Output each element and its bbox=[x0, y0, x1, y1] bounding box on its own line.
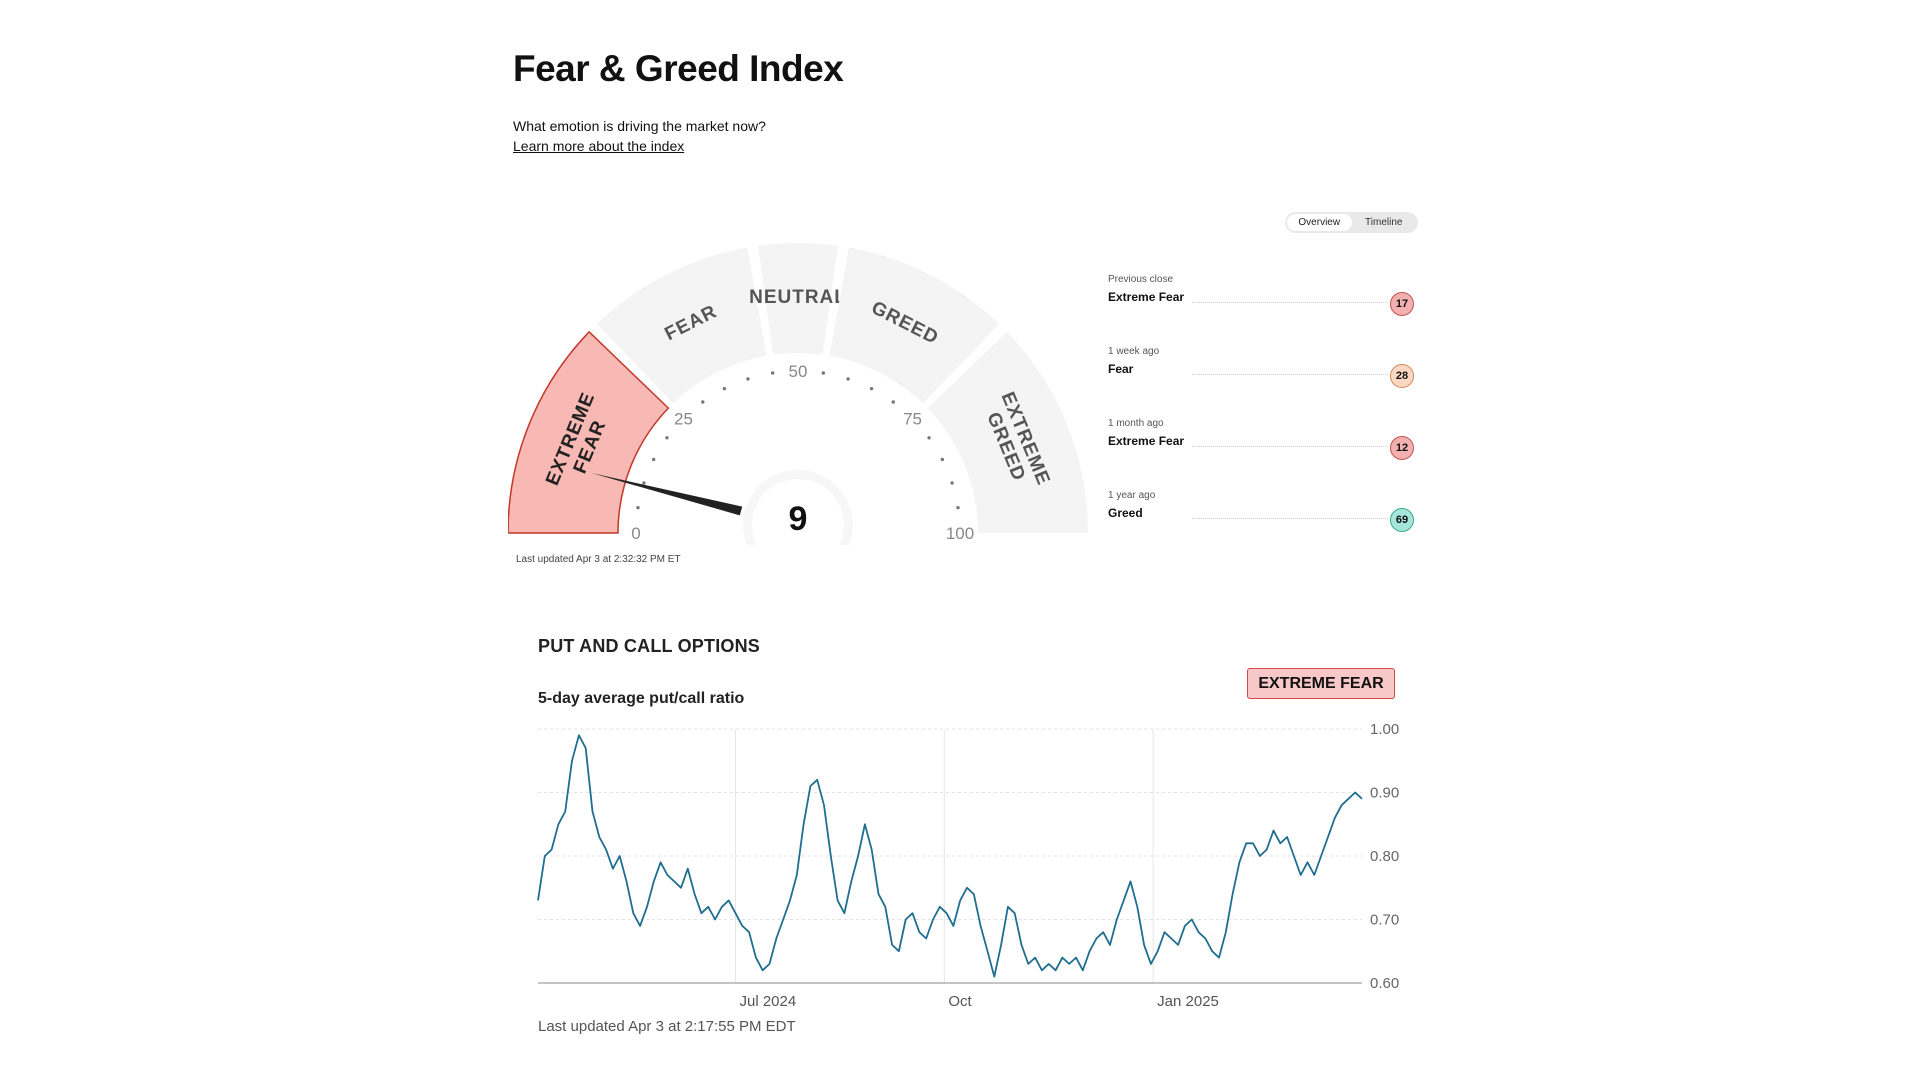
chart-series-line bbox=[537, 734, 1363, 978]
gauge-zone-extreme-fear bbox=[508, 330, 670, 534]
history-label: Previous close bbox=[1108, 274, 1174, 285]
gauge-zone-greed bbox=[829, 247, 1000, 404]
gauge-tick-label: 50 bbox=[789, 362, 808, 381]
gauge-tick-label: 100 bbox=[946, 524, 974, 543]
history-score-badge: 12 bbox=[1390, 436, 1414, 460]
chart-y-tick-label: 0.90 bbox=[1370, 785, 1399, 802]
chart-y-tick-label: 1.00 bbox=[1370, 721, 1399, 738]
gauge-zone-neutral bbox=[758, 243, 838, 355]
gauge-value: 9 bbox=[789, 500, 808, 538]
chart-y-tick-label: 0.70 bbox=[1370, 912, 1399, 929]
history-row-previous-close: Previous close Extreme Fear 17 bbox=[1108, 274, 1414, 346]
history-list: Previous close Extreme Fear 17 1 week ag… bbox=[1108, 274, 1414, 562]
history-label: 1 year ago bbox=[1108, 490, 1156, 501]
history-score-badge: 69 bbox=[1390, 508, 1414, 532]
gauge-tick-dot bbox=[869, 386, 874, 391]
gauge-zone-label: NEUTRAL bbox=[749, 287, 847, 308]
put-call-chart-subtitle: 5-day average put/call ratio bbox=[538, 690, 745, 707]
toggle-overview[interactable]: Overview bbox=[1287, 214, 1352, 231]
history-divider bbox=[1192, 302, 1388, 303]
gauge-tick-dot bbox=[651, 457, 656, 462]
gauge-tick-dot bbox=[722, 386, 727, 391]
page-subtitle: What emotion is driving the market now? bbox=[513, 118, 766, 134]
history-label: 1 month ago bbox=[1108, 418, 1164, 429]
chart-x-tick-label: Jan 2025 bbox=[1157, 993, 1219, 1010]
history-rating: Fear bbox=[1108, 362, 1134, 376]
gauge-tick-dot bbox=[770, 371, 775, 375]
view-toggle: Overview Timeline bbox=[1285, 212, 1418, 233]
gauge-tick-dot bbox=[701, 400, 705, 404]
history-divider bbox=[1192, 446, 1388, 447]
history-rating: Extreme Fear bbox=[1108, 434, 1185, 448]
gauge-tick-dot bbox=[636, 505, 640, 510]
gauge-zone-extreme-greed bbox=[927, 331, 1088, 533]
gauge-tick-label: 25 bbox=[674, 409, 693, 428]
gauge-zone-fear bbox=[596, 247, 767, 404]
history-label: 1 week ago bbox=[1108, 346, 1160, 357]
gauge-tick-dot bbox=[642, 481, 646, 485]
gauge-tick-dot bbox=[927, 436, 931, 440]
put-call-chart: 1.00 0.90 0.80 0.70 0.60 Jul 2024 Oct Jan 2025 bbox=[537, 721, 1399, 1010]
chart-y-tick-label: 0.80 bbox=[1370, 848, 1399, 865]
put-call-rating-badge: EXTREME FEAR bbox=[1247, 668, 1395, 699]
page-title: Fear & Greed Index bbox=[513, 48, 844, 89]
gauge-tick-dot bbox=[950, 481, 954, 485]
history-rating: Greed bbox=[1108, 506, 1143, 520]
history-divider bbox=[1192, 518, 1388, 519]
learn-more-link[interactable]: Learn more about the index bbox=[513, 138, 685, 154]
history-row-1-month: 1 month ago Extreme Fear 12 bbox=[1108, 418, 1414, 490]
gauge-needle bbox=[591, 473, 743, 516]
gauge-center bbox=[752, 479, 844, 545]
gauge-tick-dot bbox=[665, 436, 669, 440]
toggle-timeline[interactable]: Timeline bbox=[1365, 217, 1403, 228]
history-score-badge: 28 bbox=[1390, 364, 1414, 388]
history-row-1-year: 1 year ago Greed 69 bbox=[1108, 490, 1414, 562]
gauge-tick-label: 0 bbox=[631, 524, 640, 543]
gauge-last-updated: Last updated Apr 3 at 2:32:32 PM ET bbox=[516, 554, 681, 565]
gauge-tick-dot bbox=[940, 457, 945, 462]
history-score-badge: 17 bbox=[1390, 292, 1414, 316]
history-rating: Extreme Fear bbox=[1108, 290, 1185, 304]
gauge-tick-dot bbox=[891, 400, 895, 404]
gauge-tick-label: 75 bbox=[903, 409, 922, 428]
gauge-tick-dot bbox=[821, 371, 826, 375]
gauge-tick-dot bbox=[956, 505, 960, 510]
chart-x-tick-label: Oct bbox=[948, 993, 972, 1010]
chart-y-tick-label: 0.60 bbox=[1370, 975, 1399, 992]
gauge-tick-dot bbox=[746, 377, 750, 381]
chart-x-tick-label: Jul 2024 bbox=[739, 993, 796, 1010]
put-call-section-title: PUT AND CALL OPTIONS bbox=[538, 636, 761, 656]
history-divider bbox=[1192, 374, 1388, 375]
history-row-1-week: 1 week ago Fear 28 bbox=[1108, 346, 1414, 418]
put-call-last-updated: Last updated Apr 3 at 2:17:55 PM EDT bbox=[538, 1018, 796, 1035]
gauge-tick-dot bbox=[846, 377, 850, 381]
